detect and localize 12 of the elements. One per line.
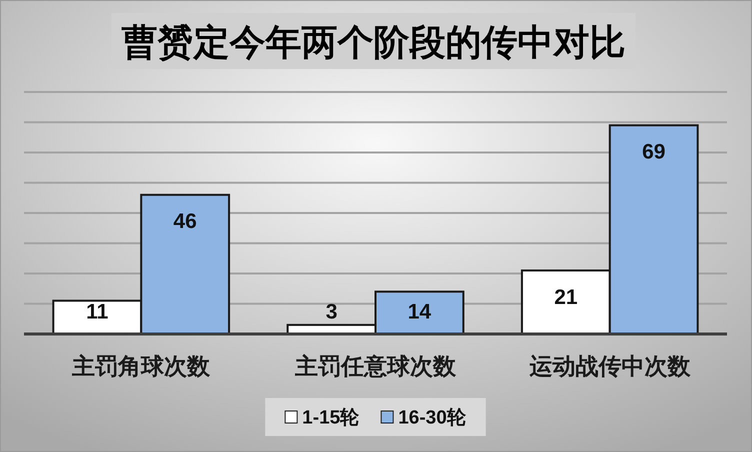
chart-title: 曹赟定今年两个阶段的传中对比 (122, 22, 626, 63)
legend-label: 1-15轮 (302, 408, 360, 429)
x-tick-label: 主罚任意球次数 (294, 353, 457, 380)
data-label: 14 (408, 300, 432, 324)
data-label: 46 (173, 210, 197, 234)
data-label: 11 (86, 300, 109, 324)
data-label: 21 (554, 286, 578, 309)
data-label: 3 (326, 300, 338, 324)
x-tick-label: 运动战传中次数 (528, 353, 692, 380)
legend-label: 16-30轮 (398, 408, 467, 429)
x-tick-label: 主罚角球次数 (71, 353, 212, 380)
data-label: 69 (642, 140, 666, 164)
